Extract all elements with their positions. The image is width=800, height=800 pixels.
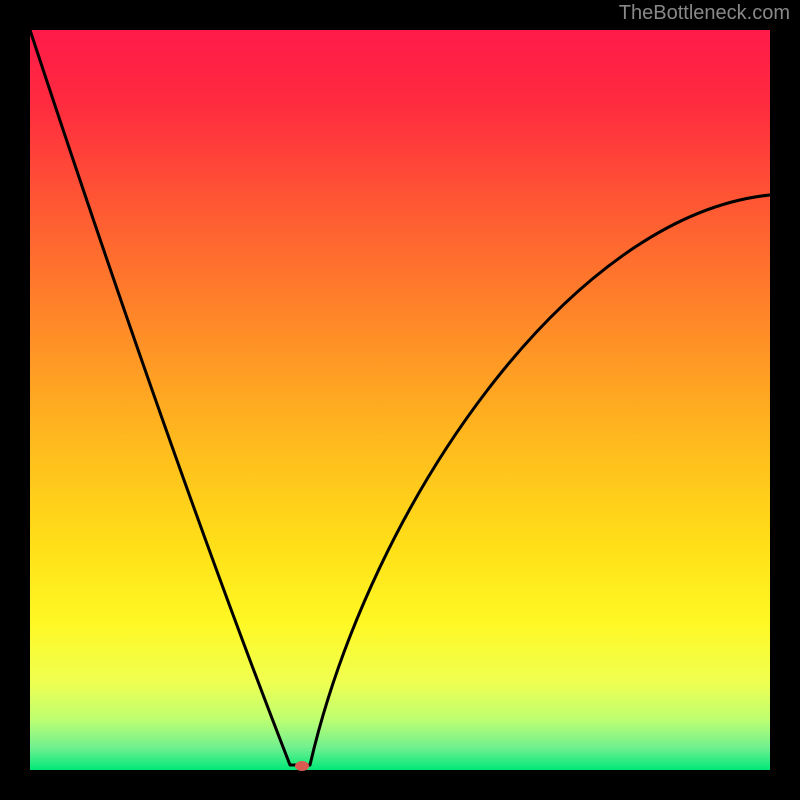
watermark-text: TheBottleneck.com <box>619 2 790 25</box>
bottleneck-chart <box>0 0 800 800</box>
minimum-marker <box>295 761 309 771</box>
chart-container: TheBottleneck.com <box>0 0 800 800</box>
chart-plot-background <box>30 30 770 770</box>
